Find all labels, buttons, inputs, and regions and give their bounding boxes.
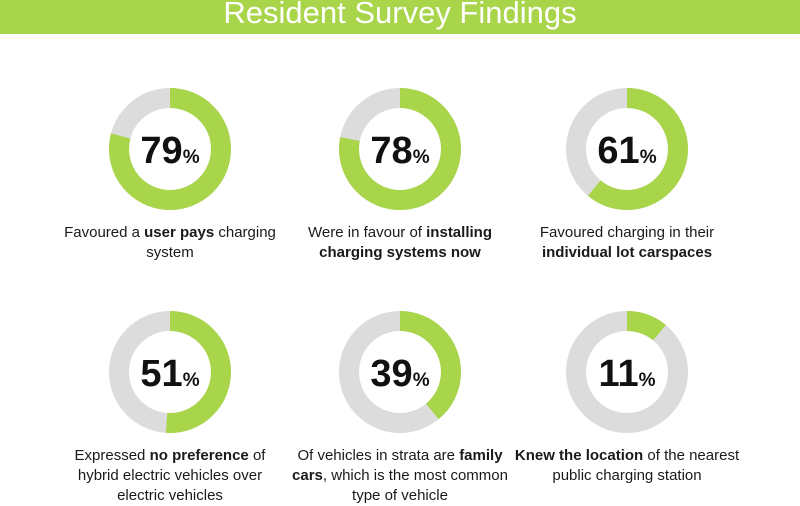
caption-text: , which is the most common type of vehic… xyxy=(322,467,508,504)
stat-number: 51 xyxy=(140,353,182,395)
stat-caption: Favoured a user pays charging system xyxy=(55,223,285,263)
stat-unit: % xyxy=(640,147,657,168)
stat-value: 78% xyxy=(370,130,429,172)
caption-text: of hybrid electric vehicles over electri… xyxy=(77,447,266,504)
donut-value-arc xyxy=(339,88,461,210)
donut-value-arc xyxy=(566,88,688,210)
donut-chart: 39% xyxy=(339,311,461,433)
stat-unit: % xyxy=(183,370,200,391)
stat-unit: % xyxy=(413,370,430,391)
stat-number: 61 xyxy=(597,130,639,172)
stat-unit: % xyxy=(413,147,430,168)
stat-unit: % xyxy=(183,147,200,168)
donut-chart: 11% xyxy=(566,311,688,433)
caption-text: of the nearest public charging station xyxy=(552,447,740,484)
donut-chart: 78% xyxy=(339,88,461,210)
donut-value-arc xyxy=(566,311,688,433)
stat-value: 79% xyxy=(140,130,199,172)
caption-text: Favoured a xyxy=(64,224,145,241)
donut-value-arc xyxy=(109,88,231,210)
caption-text: Expressed xyxy=(74,447,150,464)
stat-card: 61% Favoured charging in their individual… xyxy=(512,87,742,263)
stat-number: 78 xyxy=(370,130,412,172)
stat-card: 11% Knew the location of the nearest publ… xyxy=(512,310,742,486)
caption-text: Were in favour of xyxy=(308,224,427,241)
stat-unit: % xyxy=(639,370,656,391)
donut-chart: 61% xyxy=(566,88,688,210)
donut-value-arc xyxy=(109,311,231,433)
stat-caption: Of vehicles in strata are family cars, w… xyxy=(285,446,515,506)
stat-value: 51% xyxy=(140,353,199,395)
stat-caption: Knew the location of the nearest public … xyxy=(512,446,742,486)
stat-number: 79 xyxy=(140,130,182,172)
caption-emphasis: individual lot carspaces xyxy=(541,244,713,261)
caption-emphasis: no preference xyxy=(149,447,249,464)
caption-emphasis: user pays xyxy=(144,224,215,241)
caption-text: Of vehicles in strata are xyxy=(297,447,460,464)
stat-value: 11% xyxy=(598,353,655,395)
title-banner: Resident Survey Findings xyxy=(0,0,800,34)
stat-card: 39% Of vehicles in strata are family cars… xyxy=(285,310,515,506)
stat-number: 39 xyxy=(370,353,412,395)
stat-value: 61% xyxy=(597,130,656,172)
caption-emphasis: family cars xyxy=(292,447,503,484)
caption-emphasis: installing charging systems now xyxy=(319,224,492,261)
stat-number: 11 xyxy=(598,353,638,395)
caption-emphasis: Knew the location xyxy=(514,447,644,464)
caption-text: Favoured charging in their xyxy=(539,224,715,241)
stat-card: 79% Favoured a user pays charging system xyxy=(55,87,285,263)
stat-card: 51% Expressed no preference of hybrid ele… xyxy=(55,310,285,506)
page-title: Resident Survey Findings xyxy=(223,0,577,30)
caption-text: charging system xyxy=(146,224,276,261)
stat-caption: Favoured charging in their individual lo… xyxy=(512,223,742,263)
stat-caption: Expressed no preference of hybrid electr… xyxy=(55,446,285,506)
donut-chart: 51% xyxy=(109,311,231,433)
stat-value: 39% xyxy=(370,353,429,395)
donut-chart: 79% xyxy=(109,88,231,210)
stat-card: 78% Were in favour of installing charging… xyxy=(285,87,515,263)
donut-value-arc xyxy=(339,311,461,433)
stat-caption: Were in favour of installing charging sy… xyxy=(285,223,515,263)
